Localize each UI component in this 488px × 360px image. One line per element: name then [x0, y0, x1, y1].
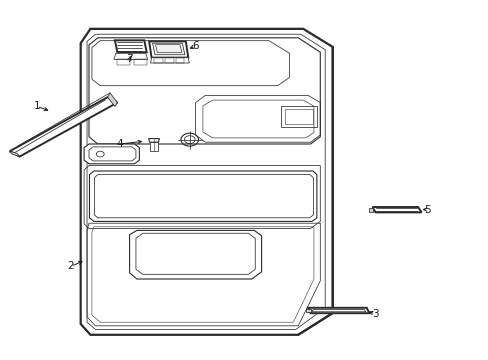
- Polygon shape: [372, 207, 421, 212]
- Text: 2: 2: [67, 261, 74, 271]
- Text: 4: 4: [116, 139, 123, 149]
- Polygon shape: [149, 142, 158, 151]
- Polygon shape: [89, 38, 320, 144]
- Text: 7: 7: [126, 54, 133, 64]
- Polygon shape: [10, 151, 20, 157]
- Polygon shape: [81, 29, 332, 335]
- Polygon shape: [305, 309, 310, 312]
- Polygon shape: [10, 97, 117, 157]
- Polygon shape: [115, 40, 146, 52]
- Text: 1: 1: [33, 101, 40, 111]
- Polygon shape: [84, 144, 139, 164]
- Polygon shape: [114, 53, 147, 59]
- Polygon shape: [152, 43, 184, 55]
- Text: 3: 3: [371, 309, 378, 319]
- Polygon shape: [149, 41, 188, 58]
- Polygon shape: [150, 58, 189, 63]
- Polygon shape: [368, 208, 372, 212]
- Polygon shape: [307, 308, 368, 313]
- Text: 5: 5: [424, 204, 430, 215]
- Polygon shape: [107, 93, 117, 107]
- Text: 6: 6: [192, 41, 199, 51]
- Polygon shape: [148, 139, 159, 142]
